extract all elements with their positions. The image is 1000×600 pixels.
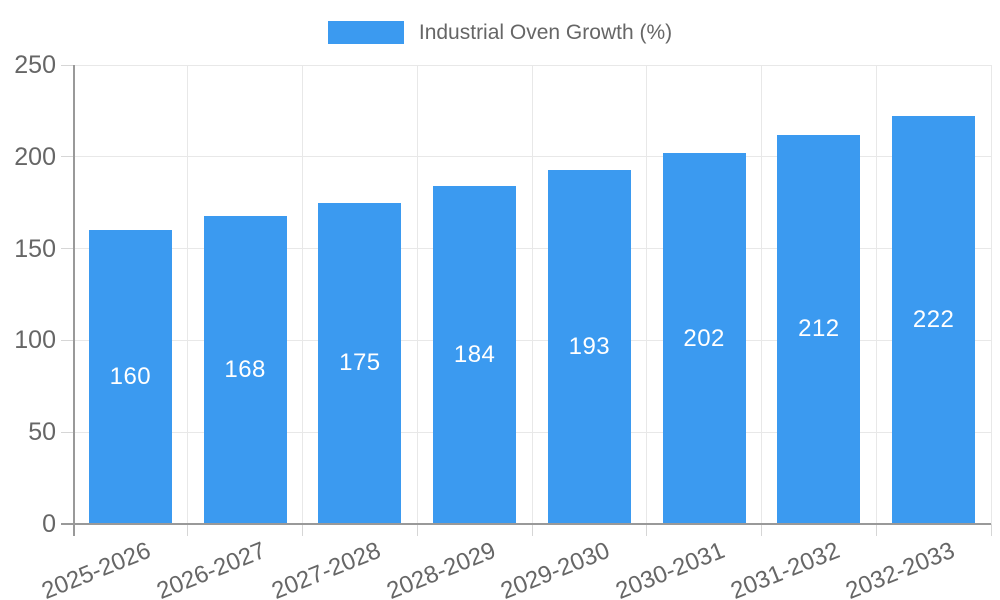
bar-value-label: 168	[224, 355, 266, 383]
gridline-vertical	[187, 65, 189, 524]
plot-area: 160 168 175 184 193 202 212 222	[61, 64, 992, 536]
bar-value-label: 193	[568, 332, 611, 360]
x-tick-mark	[761, 524, 762, 536]
bar-value-label: 212	[798, 315, 840, 343]
y-tick-label: 100	[14, 326, 56, 355]
y-tick-label: 250	[14, 51, 56, 79]
gridline-vertical	[761, 65, 762, 524]
y-tick-mark	[61, 248, 73, 250]
gridline-vertical	[531, 65, 533, 524]
x-tick-mark	[531, 524, 533, 536]
y-tick-mark	[61, 339, 73, 341]
gridline-vertical	[646, 65, 648, 524]
legend-item[interactable]: Industrial Oven Growth (%)	[327, 20, 673, 44]
legend-swatch	[327, 20, 404, 44]
y-tick-mark	[61, 156, 73, 158]
x-tick-mark	[646, 524, 648, 536]
gridline-vertical	[416, 65, 418, 524]
bar[interactable]: 184	[433, 186, 517, 524]
bar-value-label: 202	[683, 324, 725, 352]
legend: Industrial Oven Growth (%)	[0, 17, 1000, 47]
gridline-vertical	[990, 65, 992, 524]
x-tick-mark	[302, 524, 303, 536]
bar[interactable]: 222	[892, 116, 976, 524]
x-tick-mark	[416, 524, 418, 536]
bar-value-label: 222	[912, 306, 955, 334]
gridline-vertical	[875, 65, 877, 524]
bar-value-label: 184	[453, 341, 496, 369]
y-tick-mark	[61, 431, 73, 433]
y-tick-label: 200	[14, 142, 56, 171]
x-tick-mark	[875, 524, 877, 536]
bar-value-label: 175	[339, 349, 381, 377]
legend-label: Industrial Oven Growth (%)	[418, 20, 673, 44]
bar-value-label: 160	[109, 363, 152, 391]
y-tick-label: 0	[42, 510, 56, 538]
y-tick-label: 150	[14, 234, 56, 263]
x-tick-mark	[990, 524, 992, 536]
bar[interactable]: 212	[777, 134, 861, 524]
bar[interactable]: 202	[662, 153, 746, 524]
y-tick-mark	[61, 64, 73, 66]
x-tick-mark	[187, 524, 189, 536]
y-axis-line	[73, 65, 75, 536]
bar[interactable]: 193	[547, 169, 631, 524]
bar[interactable]: 175	[318, 202, 402, 524]
x-axis-line	[61, 523, 991, 525]
bar[interactable]: 160	[88, 230, 172, 524]
bar[interactable]: 168	[203, 215, 287, 524]
gridline-vertical	[302, 65, 303, 524]
y-tick-label: 50	[28, 418, 56, 447]
